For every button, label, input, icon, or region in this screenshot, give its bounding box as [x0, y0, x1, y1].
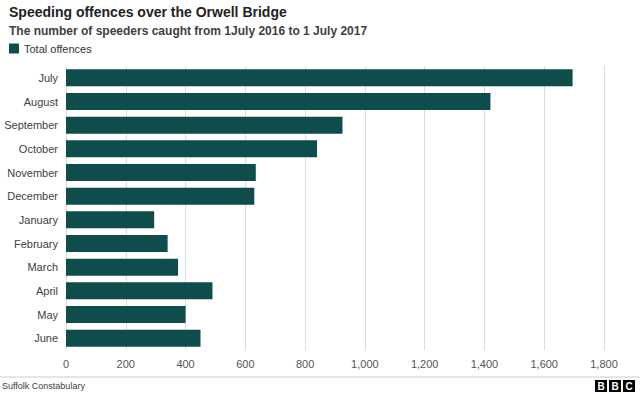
svg-text:B: B [611, 381, 618, 392]
svg-text:October: October [19, 143, 58, 155]
svg-text:April: April [36, 285, 58, 297]
svg-text:February: February [14, 238, 59, 250]
svg-text:1,000: 1,000 [351, 358, 379, 370]
svg-text:400: 400 [176, 358, 194, 370]
svg-text:200: 200 [117, 358, 135, 370]
svg-text:December: December [7, 190, 58, 202]
svg-text:1,200: 1,200 [411, 358, 439, 370]
svg-text:Total offences: Total offences [24, 43, 92, 55]
svg-text:1,800: 1,800 [590, 358, 618, 370]
svg-text:Suffolk Constabulary: Suffolk Constabulary [2, 381, 85, 391]
svg-text:November: November [7, 167, 58, 179]
svg-text:Speeding offences over the Orw: Speeding offences over the Orwell Bridge [9, 4, 287, 20]
svg-text:July: July [38, 72, 58, 84]
svg-text:600: 600 [236, 358, 254, 370]
svg-text:800: 800 [296, 358, 314, 370]
svg-text:1,600: 1,600 [530, 358, 558, 370]
svg-text:B: B [597, 381, 604, 392]
svg-text:September: September [4, 119, 58, 131]
svg-text:1,400: 1,400 [471, 358, 499, 370]
svg-text:May: May [37, 309, 58, 321]
svg-text:June: June [34, 332, 58, 344]
svg-text:January: January [19, 214, 59, 226]
svg-text:C: C [625, 381, 632, 392]
svg-text:0: 0 [63, 358, 69, 370]
svg-text:August: August [24, 96, 58, 108]
svg-text:The number of speeders caught: The number of speeders caught from 1July… [9, 24, 367, 38]
svg-text:March: March [27, 261, 58, 273]
